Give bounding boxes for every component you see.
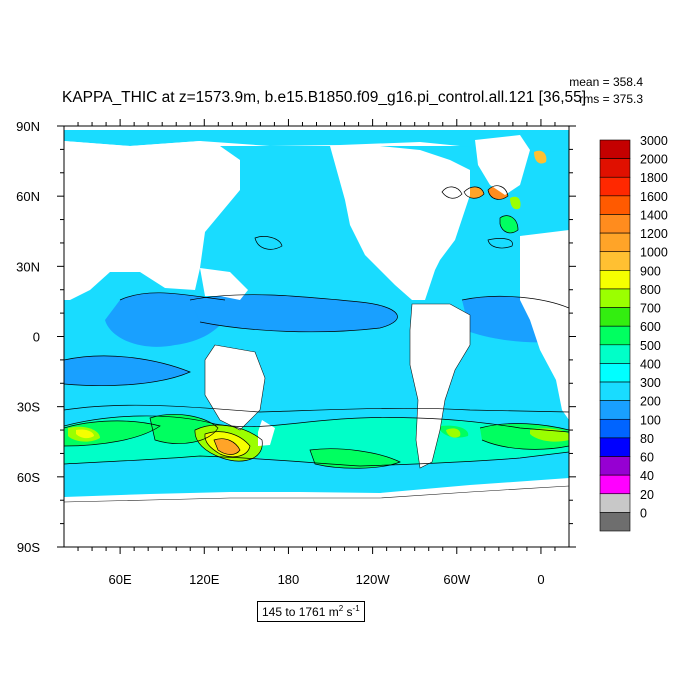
y-tick-label: 30N <box>16 259 40 274</box>
land-eurasia-africa-east <box>64 141 240 300</box>
colorbar-label: 1400 <box>640 208 668 222</box>
stat-rms: rms = 375.3 <box>579 92 643 106</box>
land-arctic-edge <box>64 126 569 130</box>
field-600-c <box>310 448 400 469</box>
y-tick-label: 60S <box>17 470 40 485</box>
colorbar-label: 900 <box>640 264 661 278</box>
range-unit-sup2: -1 <box>352 604 360 613</box>
land-greenland <box>475 135 530 195</box>
colorbar-label: 1600 <box>640 190 668 204</box>
colorbar-box <box>599 325 631 346</box>
colorbar-label: 700 <box>640 302 661 316</box>
colorbar-box <box>599 344 631 364</box>
axis-ticks <box>57 119 576 554</box>
y-tick-label: 60N <box>16 189 40 204</box>
colorbar-label: 80 <box>640 432 654 446</box>
colorbar-label: 60 <box>640 451 654 465</box>
field-300-pacific-eq <box>190 294 398 332</box>
colorbar-box <box>599 400 631 420</box>
arctic-ocean <box>64 126 569 152</box>
colorbar-label: 600 <box>640 320 661 334</box>
land-antarctica <box>64 486 569 547</box>
colorbar-box <box>599 437 631 457</box>
colorbar-box <box>599 158 631 178</box>
field-900-west <box>76 429 94 439</box>
colorbar-box <box>599 474 631 495</box>
x-tick-label: 60W <box>443 572 470 587</box>
coastlines <box>64 303 569 503</box>
colorbar-label: 3000 <box>640 134 668 148</box>
colorbar-box <box>599 381 631 401</box>
colorbar-box <box>599 232 631 253</box>
colorbar-label: 100 <box>640 413 661 427</box>
colorbar-label: 40 <box>640 469 654 483</box>
colorbar-label: 800 <box>640 283 661 297</box>
colorbar-label: 0 <box>640 506 647 520</box>
land-africa-west <box>520 230 569 420</box>
land-north-america <box>330 146 470 300</box>
colorbar: 3000200018001600140012001000900800700600… <box>599 134 668 532</box>
x-tick-label: 0 <box>537 572 544 587</box>
x-tick-label: 120W <box>356 572 391 587</box>
x-tick-labels: 60E 120E 180 120W 60W 0 <box>109 572 545 587</box>
land-masks <box>64 126 569 547</box>
field-300-south-indian <box>64 355 190 386</box>
field-800-south-atl <box>446 428 461 438</box>
map-area <box>63 125 570 548</box>
colorbar-label: 400 <box>640 357 661 371</box>
colorbar-box <box>599 139 631 159</box>
colorbar-box <box>599 176 631 197</box>
colorbar-label: 1800 <box>640 171 668 185</box>
x-tick-label: 60E <box>109 572 132 587</box>
colorbar-label: 20 <box>640 488 654 502</box>
colorbar-box <box>599 195 631 215</box>
y-tick-label: 90S <box>17 540 40 555</box>
range-unit-sup1: 2 <box>338 604 344 613</box>
colorbar-label: 300 <box>640 376 661 390</box>
colorbar-label: 1200 <box>640 227 668 241</box>
range-label: 145 to 1761 m2 s-1 <box>257 601 365 622</box>
colorbar-box <box>599 493 631 513</box>
colorbar-label: 2000 <box>640 153 668 167</box>
plot-title: KAPPA_THIC at z=1573.9m, b.e15.B1850.f09… <box>62 89 586 106</box>
y-tick-label: 90N <box>16 119 40 134</box>
field-mid-nadw <box>500 215 518 233</box>
y-tick-label: 30S <box>17 400 40 415</box>
field-mid-north-atl <box>510 196 521 210</box>
x-tick-label: 180 <box>278 572 300 587</box>
colorbar-box <box>599 418 631 439</box>
y-tick-labels: 90N 60N 30N 0 30S 60S 90S <box>16 119 40 555</box>
field-800-east <box>530 428 569 442</box>
colorbar-label: 500 <box>640 339 661 353</box>
colorbar-box <box>599 307 631 327</box>
field-high-norway <box>534 150 547 164</box>
colorbar-box <box>599 214 631 234</box>
colorbar-label: 1000 <box>640 246 668 260</box>
colorbar-box <box>599 251 631 271</box>
colorbar-box <box>599 270 631 290</box>
colorbar-box <box>599 456 631 476</box>
colorbar-box <box>599 512 631 532</box>
range-text: 145 to 1761 m <box>262 605 339 619</box>
x-tick-label: 120E <box>189 572 220 587</box>
land-asia-se <box>200 268 248 300</box>
range-unit-mid: s <box>343 605 353 619</box>
colorbar-box <box>599 363 631 383</box>
contour-lines <box>64 185 569 469</box>
land-south-america <box>410 304 470 468</box>
stat-mean: mean = 358.4 <box>569 75 643 89</box>
colorbar-label: 200 <box>640 395 661 409</box>
colorbar-box <box>599 288 631 308</box>
y-tick-label: 0 <box>33 330 40 345</box>
